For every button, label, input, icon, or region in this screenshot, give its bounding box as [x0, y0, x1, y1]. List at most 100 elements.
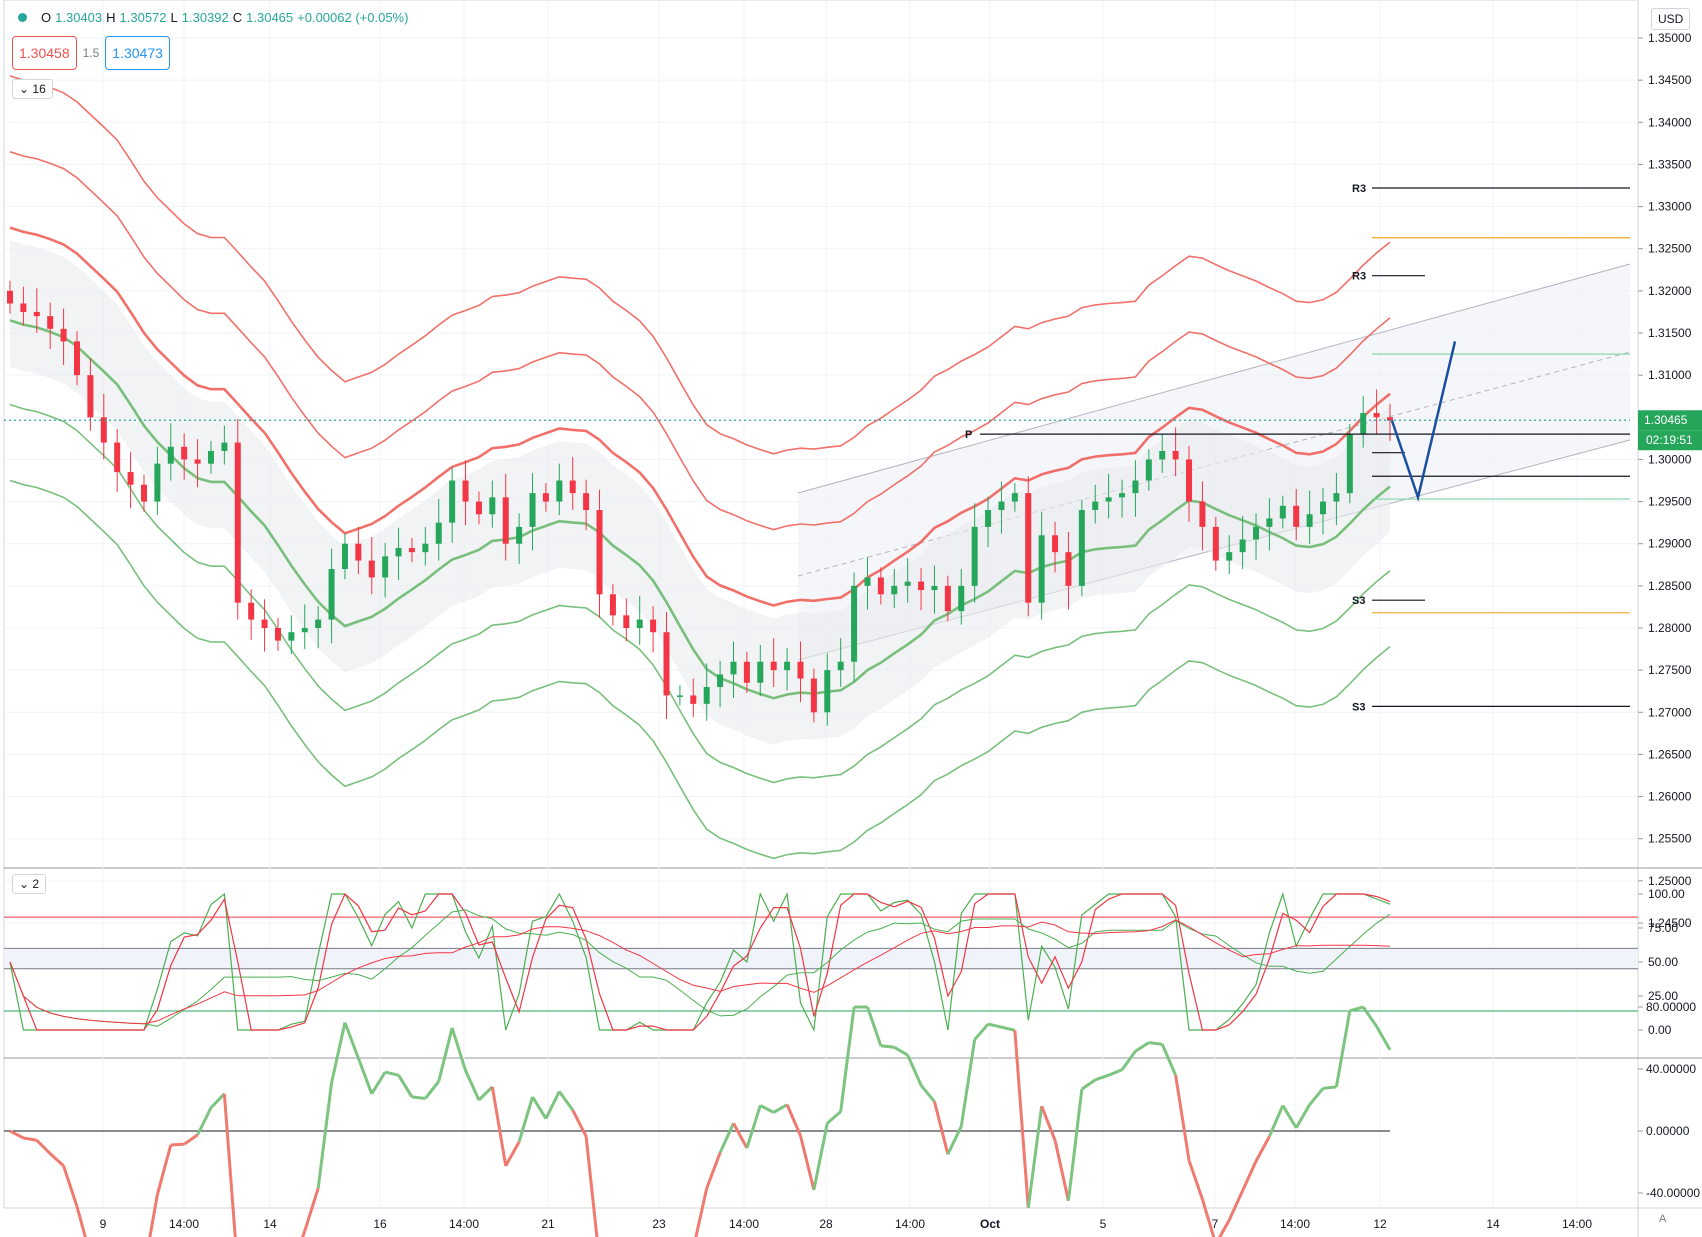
candle-body: [341, 543, 348, 569]
candle-body: [676, 695, 683, 697]
mom-segment: [1026, 1106, 1044, 1208]
mom-segment: [933, 1101, 950, 1155]
mom-segment: [397, 1074, 414, 1098]
candle-body: [1159, 451, 1166, 460]
mom-segment: [330, 1022, 347, 1084]
candle-body: [408, 547, 415, 553]
market-status-icon: [18, 13, 27, 22]
price-tick-label: 1.29000: [1648, 537, 1692, 551]
change-value: +0.00062 (+0.05%): [297, 10, 409, 25]
mom-segment: [49, 1152, 65, 1167]
mom-segment: [477, 1085, 494, 1102]
candle-body: [717, 674, 724, 687]
close-value: 1.30465: [246, 10, 294, 25]
candle-body: [140, 484, 147, 502]
candle-body: [1186, 459, 1193, 502]
candle-body: [851, 585, 858, 662]
mom-segment: [571, 1109, 588, 1138]
candle-body: [596, 510, 603, 595]
low-label: L: [170, 10, 178, 25]
mom-segment: [799, 1135, 816, 1191]
candle-body: [1266, 518, 1273, 527]
osc-tick-label: 0.00: [1648, 1023, 1672, 1037]
candle-body: [529, 493, 536, 527]
mom-segment: [301, 1230, 307, 1237]
price-tick-label: 1.35000: [1648, 31, 1692, 45]
candle-body: [958, 585, 965, 612]
candle-body: [1346, 434, 1353, 494]
projection-line[interactable]: [1390, 341, 1457, 502]
candle-body: [33, 311, 40, 317]
candle-body: [395, 547, 402, 557]
price-tick-label: 1.27000: [1648, 705, 1692, 719]
candle-body: [221, 442, 228, 451]
upper-band-3: [9, 75, 1391, 455]
candle-body: [194, 459, 201, 464]
mom-segment: [1120, 1050, 1137, 1071]
mom-segment: [170, 1142, 185, 1147]
mom-segment: [1361, 1006, 1378, 1028]
price-tick-label: 1.33000: [1648, 200, 1692, 214]
pane-2-collapse-button[interactable]: ⌄ 2: [12, 874, 47, 894]
time-tick-label: 5: [1100, 1217, 1107, 1231]
pane-1-collapse-button[interactable]: ⌄ 16: [12, 79, 53, 99]
candle-body: [516, 526, 523, 544]
mom-segment: [75, 1206, 87, 1237]
candle-body: [837, 661, 844, 671]
candle-body: [355, 543, 362, 561]
candle-body: [583, 493, 590, 510]
mom-segment: [826, 1110, 842, 1125]
high-value: 1.30572: [119, 10, 167, 25]
mom-segment: [148, 1194, 159, 1237]
mom-segment: [1218, 1219, 1231, 1237]
candle-body: [1239, 539, 1246, 553]
mom-segment: [584, 1136, 599, 1237]
candle-body: [944, 585, 951, 612]
mom-segment: [959, 1039, 977, 1127]
candle-body: [449, 480, 456, 523]
candle-body: [1119, 493, 1126, 498]
mom-segment: [1187, 1159, 1204, 1200]
currency-button[interactable]: USD: [1651, 8, 1691, 30]
mom-segment: [1334, 1010, 1352, 1088]
candle-body: [918, 581, 925, 591]
mom-segment: [1281, 1104, 1298, 1129]
candle-body: [167, 446, 174, 464]
candle-body: [891, 585, 898, 595]
mom-segment: [973, 1023, 990, 1041]
mom-segment: [732, 1122, 749, 1149]
candle-body: [301, 628, 308, 633]
projection-path[interactable]: [1390, 341, 1457, 502]
mom-segment: [411, 1095, 426, 1100]
price-tick-label: 1.28500: [1648, 579, 1692, 593]
mom-segment: [785, 1104, 802, 1137]
price-tick-label: 1.31000: [1648, 368, 1692, 382]
candle-body: [100, 417, 107, 443]
sell-button[interactable]: 1.30458: [12, 36, 77, 70]
candle-body: [770, 661, 777, 671]
buy-button[interactable]: 1.30473: [105, 36, 170, 70]
axes: 1.35000 1.34500 1.34000 1.33500 1.33000 1.325…: [100, 31, 1702, 1231]
candle-body: [315, 619, 322, 628]
ohlc-legend: O 1.30403 H 1.30572 L 1.30392 C 1.30465 +0.0…: [18, 10, 408, 25]
candle-body: [274, 628, 281, 641]
mom-tick-label: 80.00000: [1646, 1000, 1696, 1014]
open-label: O: [41, 10, 52, 25]
mom-segment: [531, 1096, 548, 1120]
close-label: C: [232, 10, 243, 25]
bid-ask-panel: 1.30458 1.5 1.30473: [12, 36, 170, 70]
auto-scale-button[interactable]: A: [1659, 1213, 1667, 1225]
mom-segment: [437, 1027, 454, 1082]
candle-body: [1333, 493, 1340, 502]
candlestick-series: [7, 280, 1393, 726]
candle-body: [261, 619, 268, 628]
mom-segment: [196, 1107, 213, 1136]
candle-body: [1132, 480, 1139, 494]
osc-tick-label: 100.00: [1648, 887, 1685, 901]
mom-segment: [1268, 1104, 1285, 1138]
time-tick-label: 28: [819, 1217, 833, 1231]
candle-body: [1172, 451, 1179, 460]
mom-segment: [745, 1104, 762, 1149]
time-tick-label: 14:00: [895, 1217, 925, 1231]
